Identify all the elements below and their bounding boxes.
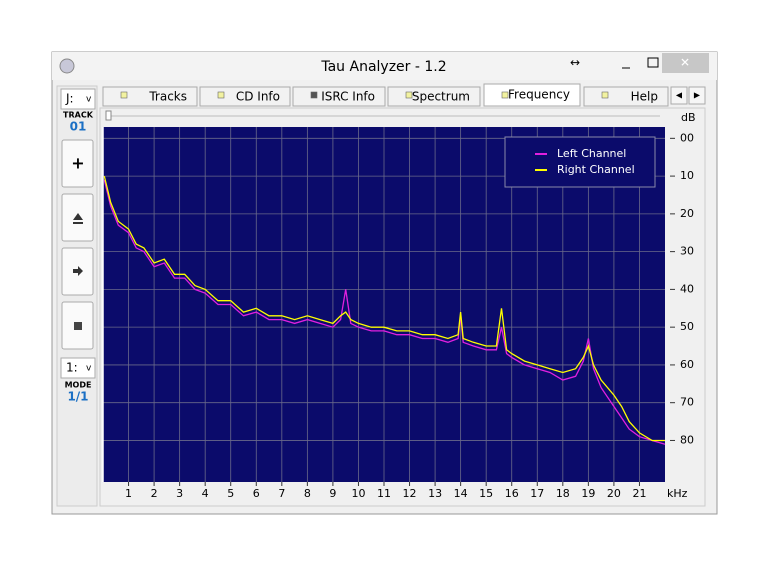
tab-label: Frequency [508,88,570,102]
x-tick-label: 4 [202,487,209,500]
tab-label: ISRC Info [321,90,375,104]
resize-button[interactable]: ↔ [570,56,580,70]
x-tick-label: 5 [227,487,234,500]
stop-icon [74,322,82,330]
y-tick-label: 50 [680,320,694,333]
maximize-button[interactable] [647,57,659,68]
y-tick-label: 10 [680,169,694,182]
tab-indicator [120,91,128,99]
x-tick-label: 7 [278,487,285,500]
x-tick-label: 13 [428,487,442,500]
tab-label: CD Info [236,90,280,104]
tab-label: Spectrum [412,90,470,104]
x-tick-label: 15 [479,487,493,500]
track-number: 01 [70,120,87,134]
add-button[interactable] [61,139,94,188]
y-axis-unit: dB [681,111,696,124]
x-tick-label: 11 [377,487,391,500]
drive: J: [65,92,74,106]
tab-scroll-right[interactable] [688,86,706,105]
x-tick-label: 20 [607,487,621,500]
x-axis-unit: kHz [667,487,688,500]
x-tick-label: 2 [151,487,158,500]
window-title: Tau Analyzer - 1.2 [320,59,446,75]
tab-label: Tracks [148,90,187,104]
x-tick-label: 8 [304,487,311,500]
eject-icon [73,213,83,224]
mode-select[interactable] [60,357,96,379]
legend-label: Right Channel [557,163,635,176]
tab-label: Help [631,90,658,104]
x-tick-label: 18 [556,487,570,500]
slider-thumb[interactable] [105,110,112,121]
tab-indicator [217,91,225,99]
y-tick-label: 70 [680,396,694,409]
x-tick-label: 14 [454,487,468,500]
arrow: ◀ [676,91,683,100]
y-tick-label: 20 [680,207,694,220]
y-tick-label: 00 [680,131,694,144]
legend [504,136,656,188]
app-icon [59,58,75,74]
x-tick-label: 6 [253,487,260,500]
close-button[interactable] [662,53,709,73]
series-line [103,175,665,442]
x-tick-label: 3 [176,487,183,500]
plot: 1 2 3 4 5 6 7 8 9 10 11 12 13 14 15 16 17 18 19 20 210010203… [102,111,696,500]
close-icon: ✕ [680,56,690,70]
x-tick-label: 17 [530,487,544,500]
x-tick-label: 10 [351,487,365,500]
tab-indicator [405,91,413,99]
mode-label: MODE [65,381,92,390]
x-tick-label: 21 [632,487,646,500]
tab-bar: Tracks CD Info ISRC Info Spectrum Frequency H… [102,83,669,107]
tab-indicator [310,91,318,99]
arrow: ▶ [694,91,701,100]
x-tick-label: 1 [125,487,132,500]
chevron: v [86,95,92,105]
tab-indicator [501,91,509,99]
x-tick-label: 19 [581,487,595,500]
mode-value: 1/1 [67,390,88,404]
y-tick-label: 80 [680,433,694,446]
tab-indicator [601,91,609,99]
tab-scroll-left[interactable] [670,86,688,105]
series-line [103,179,666,445]
mode-select-value: 1: [66,361,78,375]
x-tick-label: 16 [505,487,519,500]
drive-select[interactable] [60,88,96,110]
legend-label: Left Channel [557,147,626,160]
plus-icon: + [71,154,84,173]
y-tick-label: 40 [680,282,694,295]
track-label: TRACK [63,111,94,120]
chevron: v [86,364,92,374]
tab[interactable] [483,83,581,107]
x-tick-label: 12 [403,487,417,500]
play-icon [73,266,83,276]
y-tick-label: 30 [680,245,694,258]
y-tick-label: 60 [680,358,694,371]
x-tick-label: 9 [329,487,336,500]
title-bar [52,52,717,80]
